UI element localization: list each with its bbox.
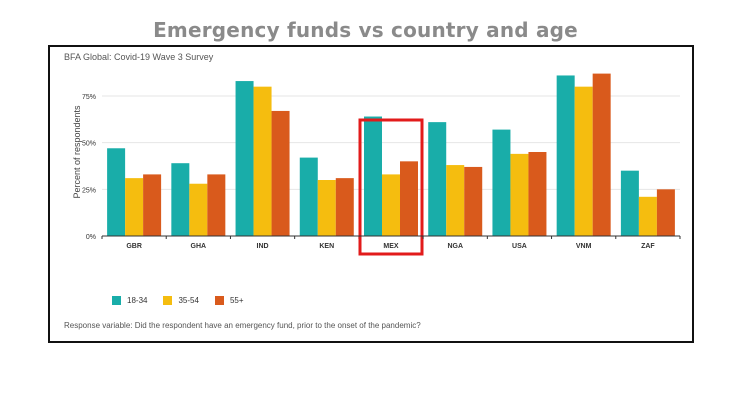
footnote: Response variable: Did the respondent ha… [64, 321, 421, 330]
bar-nga-0 [428, 122, 447, 236]
bar-zaf-1 [638, 196, 657, 236]
x-tick-label: KEN [319, 243, 334, 250]
legend-item-55-plus: 55+ [214, 296, 244, 305]
bar-zaf-2 [656, 189, 675, 236]
bar-gha-0 [171, 163, 190, 236]
bar-gbr-0 [107, 148, 126, 236]
y-tick-label: 0% [86, 234, 96, 241]
legend-label-18-34: 18-34 [127, 296, 148, 305]
y-axis-label: Percent of respondents [72, 105, 82, 199]
legend-item-18-34: 18-34 [112, 296, 147, 305]
legend-label-55-plus: 55+ [229, 296, 244, 305]
x-tick-label: ZAF [641, 243, 655, 250]
y-tick-label: 50% [82, 141, 96, 148]
y-tick-label: 75% [82, 94, 96, 101]
legend-swatch-18-34 [112, 296, 121, 305]
bar-usa-2 [528, 152, 547, 236]
bar-ken-1 [317, 180, 336, 236]
legend: 18-34 35-54 55+ [112, 296, 244, 305]
x-tick-label: GHA [191, 243, 207, 250]
legend-swatch-35-54 [163, 296, 173, 305]
source-note: BFA Global: Covid-19 Wave 3 Survey [64, 52, 214, 62]
bar-ind-2 [271, 110, 290, 236]
bar-ind-0 [235, 81, 254, 236]
x-tick-label: MEX [383, 243, 399, 250]
legend-item-35-54: 35-54 [163, 296, 199, 305]
bar-gha-1 [189, 183, 208, 236]
bar-zaf-0 [620, 170, 639, 236]
bar-nga-2 [464, 166, 483, 236]
bar-ken-2 [335, 178, 354, 236]
x-tick-label: IND [257, 243, 269, 250]
legend-swatch-55-plus [214, 296, 224, 305]
bar-usa-1 [510, 153, 529, 236]
bar-mex-2 [400, 161, 418, 236]
bar-mex-1 [382, 174, 400, 236]
legend-label-35-54: 35-54 [178, 296, 199, 305]
bar-mex-0 [364, 116, 382, 236]
bar-gbr-2 [143, 174, 162, 236]
x-tick-label: GBR [126, 243, 142, 250]
highlight-box [358, 118, 424, 256]
x-tick-label: USA [512, 243, 527, 250]
bar-ind-1 [253, 86, 272, 237]
bar-vnm-1 [574, 86, 593, 237]
bar-gha-2 [207, 174, 226, 236]
x-tick-label: VNM [576, 243, 592, 250]
bar-vnm-2 [592, 73, 611, 236]
bar-vnm-0 [556, 75, 575, 236]
y-tick-label: 25% [82, 187, 96, 194]
bar-nga-1 [446, 165, 465, 236]
x-tick-label: NGA [447, 243, 463, 250]
page-title: Emergency funds vs country and age [153, 18, 578, 42]
bar-ken-0 [299, 157, 318, 236]
bar-gbr-1 [125, 178, 144, 236]
bar-usa-0 [492, 129, 511, 236]
